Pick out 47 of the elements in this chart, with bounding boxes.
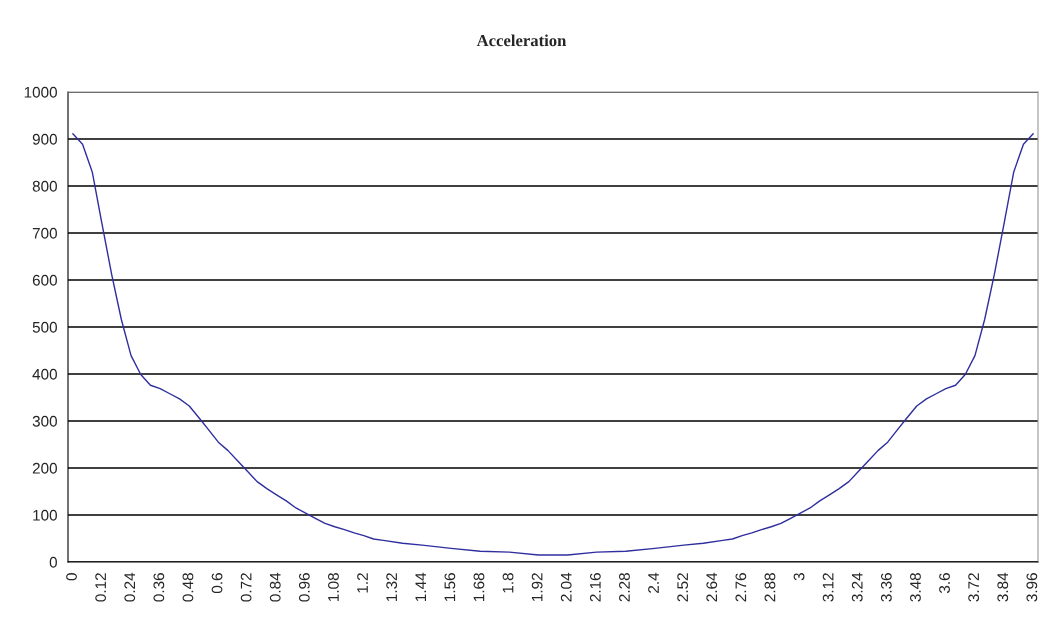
x-tick-label: 0.24 [124,572,136,602]
x-tick-label: 3.36 [880,573,892,602]
y-tick-label: 500 [32,321,57,333]
x-tick-label: 1.2 [357,573,368,593]
y-tick-label: 100 [33,509,57,521]
x-tick-label: 0.6 [211,573,223,594]
x-tick-label: 3.84 [997,572,1009,602]
y-tick-label: 700 [32,227,57,239]
x-tick-label: 0.36 [153,573,165,602]
y-tick-label: 400 [32,368,57,380]
x-tick-label: 0.96 [298,573,310,602]
chart-title: Acceleration [476,34,567,47]
y-tick-label: 200 [32,462,57,474]
x-tick-label: 1.32 [386,573,398,601]
x-tick-label: 3.6 [939,573,950,594]
x-tick-label: 2.28 [619,573,630,602]
x-tick-label: 0.12 [95,573,107,602]
x-tick-label: 1.08 [328,573,339,601]
line-series [72,133,1034,556]
x-tick-label: 2.52 [677,573,689,602]
x-tick-label: 0.48 [182,573,194,602]
y-tick-label: 900 [32,133,57,145]
x-tick-label: 1.44 [415,572,426,601]
x-tick-label: 2.04 [560,572,572,602]
y-tick-label: 0 [49,556,57,568]
x-tick-label: 3.12 [822,573,834,602]
y-tick-label: 600 [32,274,57,286]
y-tick-label: 300 [32,415,57,427]
x-tick-label: 0.72 [240,573,252,602]
x-tick-label: 2.64 [706,572,718,602]
x-tick-label: 0 [66,573,77,581]
y-tick-label: 800 [32,180,57,192]
x-tick-label: 2.4 [648,572,659,593]
x-tick-label: 3.96 [1026,573,1038,602]
x-tick-label: 3.48 [910,573,921,602]
x-tick-label: 2.16 [589,573,601,602]
x-tick-label: 0.84 [269,572,281,602]
x-tick-label: 1.68 [473,573,485,601]
x-tick-label: 2.88 [764,573,776,602]
y-tick-label: 1000 [24,86,57,98]
x-tick-label: 3.72 [968,573,980,602]
x-tick-label: 1.8 [502,573,514,593]
x-tick-label: 3 [793,573,805,581]
x-tick-label: 1.56 [444,573,456,601]
x-tick-label: 3.24 [851,572,863,602]
x-tick-label: 1.92 [531,573,543,601]
x-tick-label: 2.76 [735,573,747,602]
